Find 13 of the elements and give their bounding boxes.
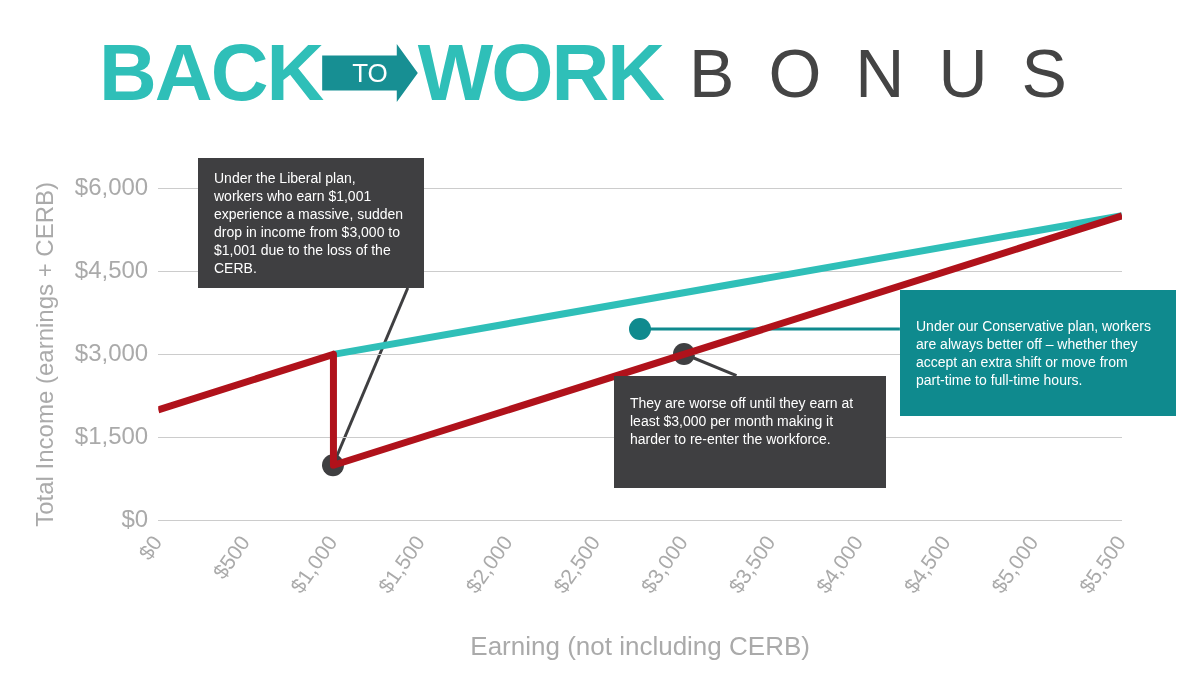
x-axis-title: Earning (not including CERB) — [470, 630, 810, 661]
annotation: Under our Conservative plan, workers are always better off – whether they accept an extra shift or move from part-time to full-time hours. — [916, 317, 1152, 389]
callout-box: They are worse off until they earn at least $3,000 per month making it harder to re-enter the workforce. — [614, 376, 886, 488]
annotation: They are worse off until they earn at least $3,000 per month making it harder to re-enter the workforce. — [630, 394, 855, 448]
y-axis-title: Total Income (earnings + CERB) — [31, 181, 59, 527]
annotation: Under the Liberal plan, workers who earn $1,001 experience a massive, sudden drop in income from $3,000 to $1,001 due to the loss of the CERB. — [214, 169, 405, 277]
y-tick-label: $3,000 — [74, 338, 149, 366]
y-tick-label: $1,500 — [74, 422, 149, 450]
callout-box: Under our Conservative plan, workers are always better off – whether they accept an extra shift or move from part-time to full-time hours. — [900, 290, 1176, 416]
chart-title: BACK TO WORK BONUS — [99, 27, 1101, 119]
y-tick-label: $4,500 — [74, 255, 149, 283]
y-tick-label: $0 — [121, 505, 149, 533]
y-tick-label: $6,000 — [74, 172, 149, 200]
